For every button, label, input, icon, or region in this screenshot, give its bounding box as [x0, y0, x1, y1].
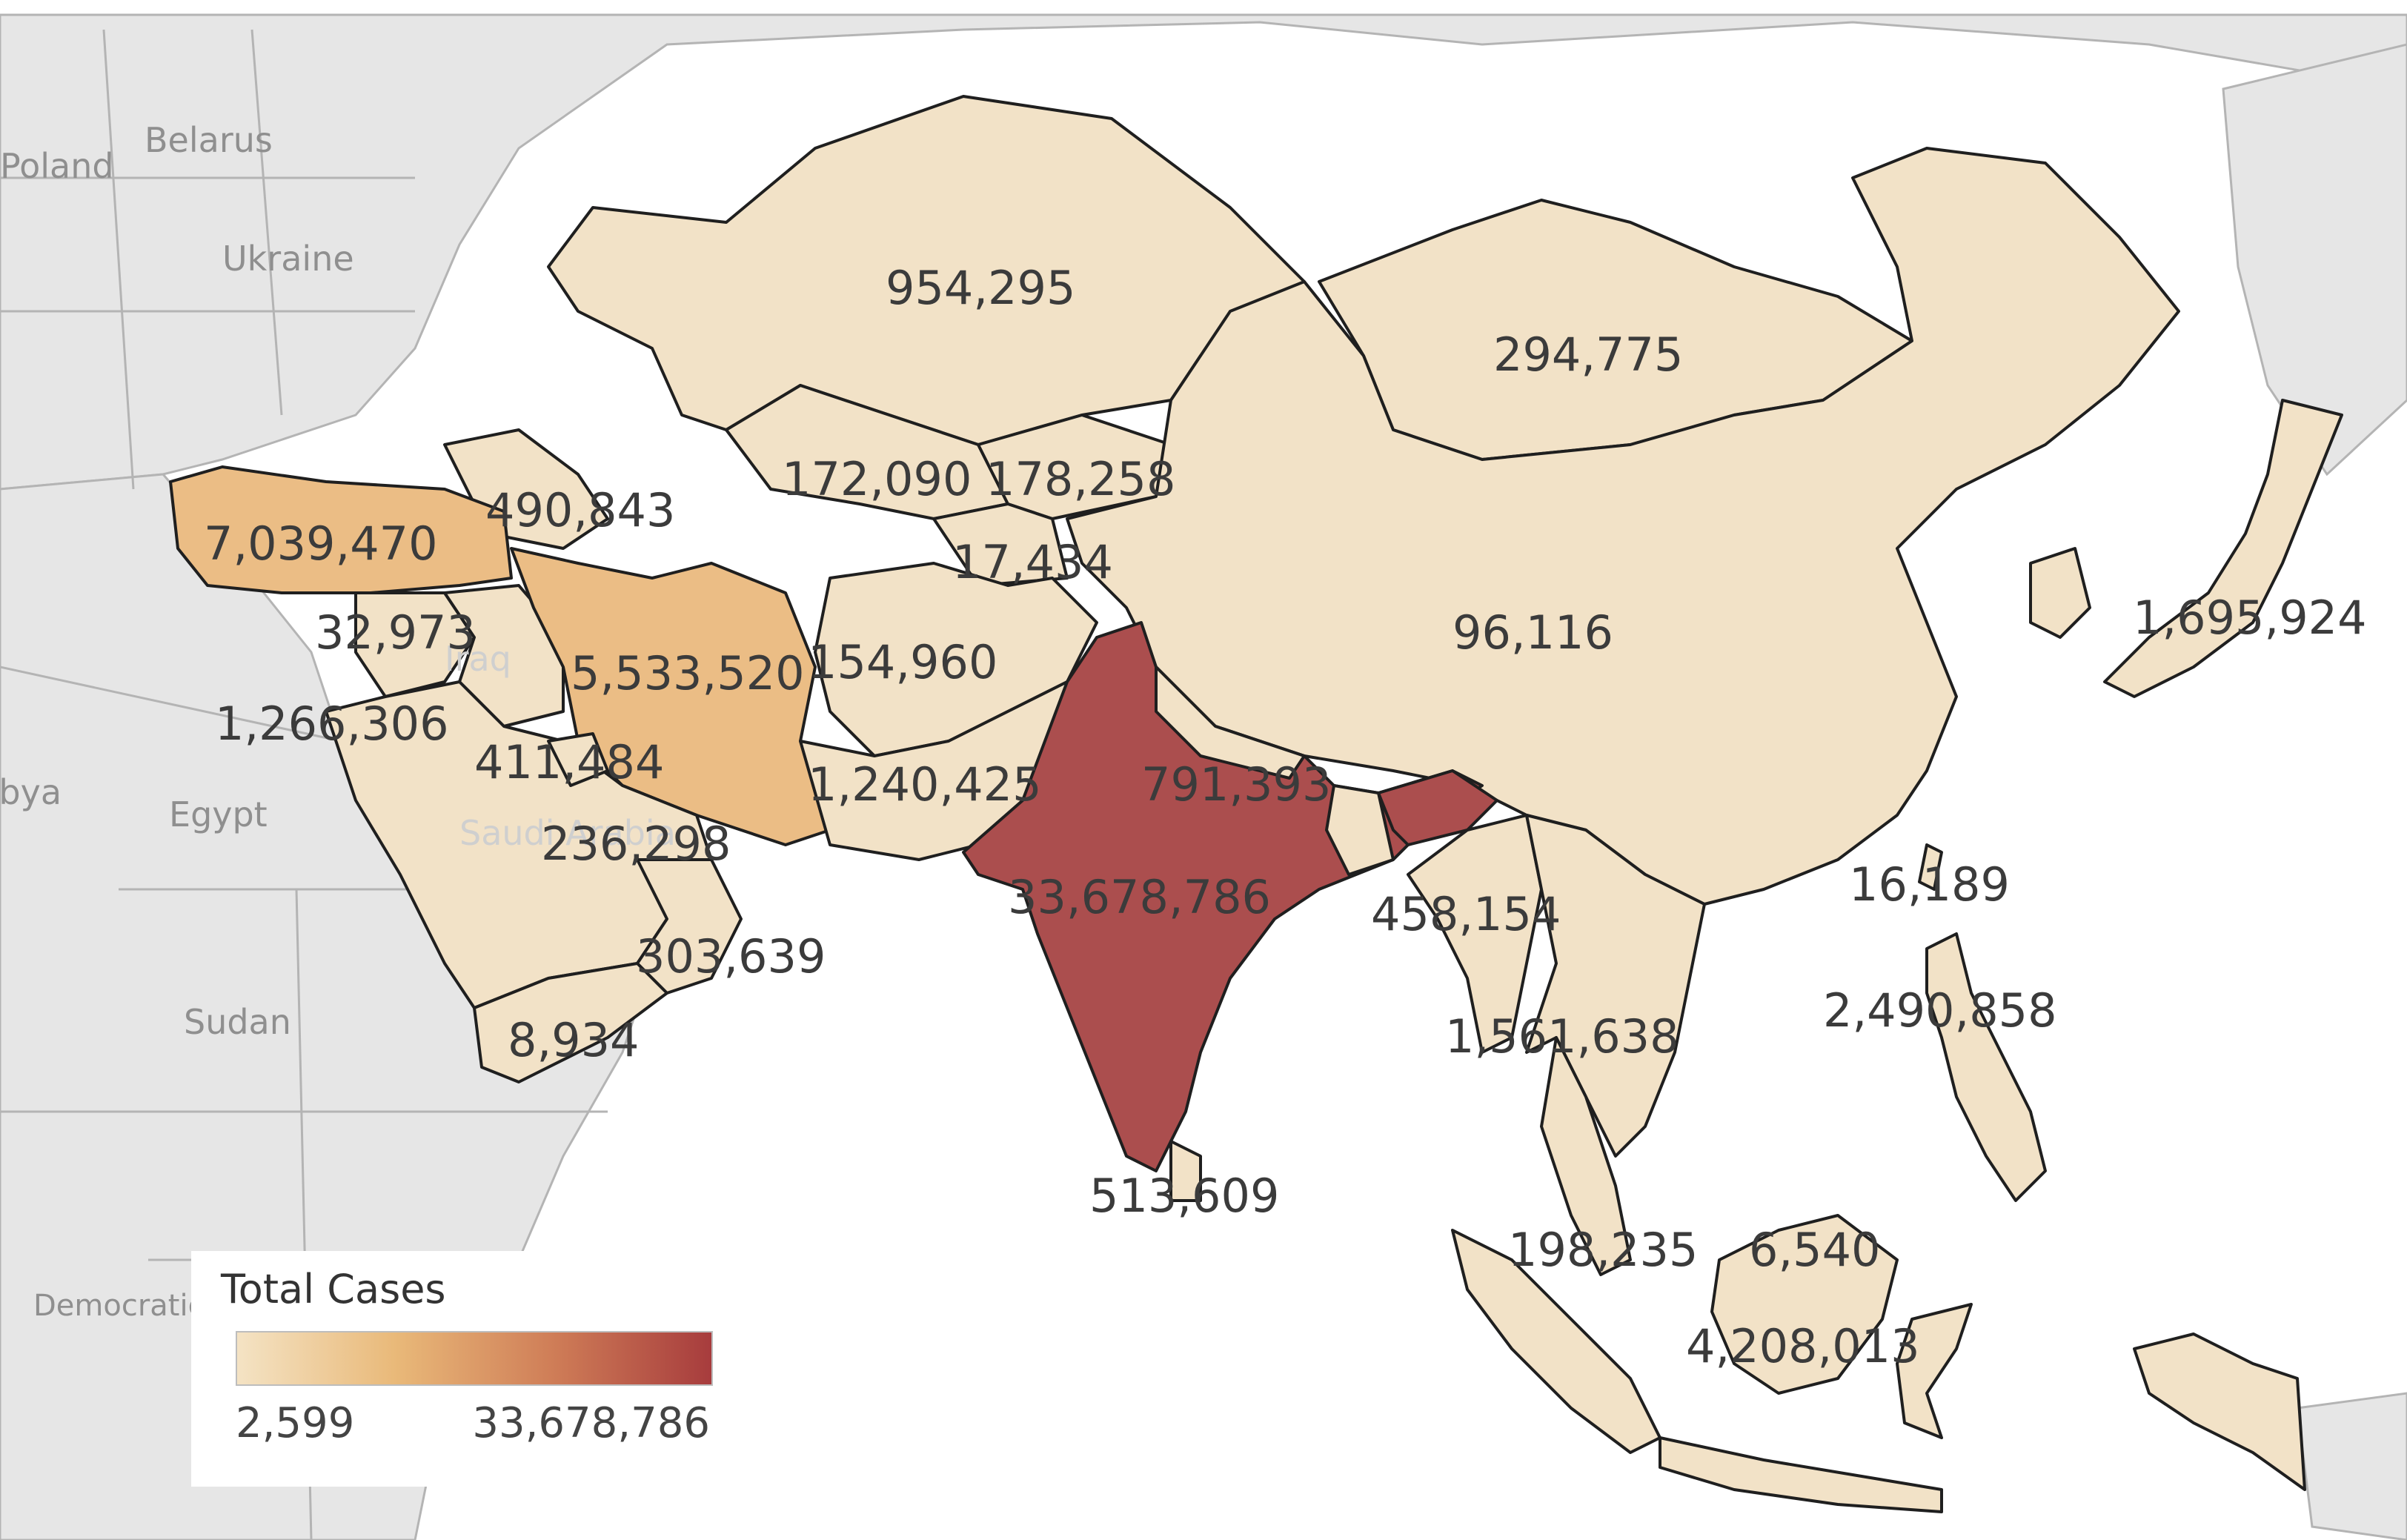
- basemap-europe: [0, 13, 2407, 491]
- value-label: 7,039,470: [204, 517, 438, 571]
- value-label: 32,973: [315, 605, 476, 660]
- basemap-label-belarus: Belarus: [145, 120, 273, 160]
- value-label: 954,295: [886, 261, 1075, 315]
- basemap-label-poland: Poland: [0, 146, 114, 186]
- country-sumatra[interactable]: [1451, 1229, 1661, 1454]
- value-label: 1,240,425: [808, 757, 1042, 812]
- basemap-label-sudan: Sudan: [184, 1002, 291, 1042]
- country-yemen[interactable]: [473, 962, 668, 1083]
- legend-max-label: 33,678,786: [472, 1399, 710, 1447]
- country-papua[interactable]: [2133, 1332, 2306, 1491]
- value-labels: 954,295 294,775 172,090 178,258 17,434 4…: [204, 261, 2367, 1373]
- value-label: 4,208,013: [1686, 1319, 1920, 1373]
- value-label: 6,540: [1749, 1223, 1881, 1277]
- basemap-label-iraq: Iraq: [445, 639, 511, 679]
- value-label: 490,843: [485, 483, 675, 537]
- basemap-russia-east: [2222, 43, 2407, 477]
- value-label: 513,609: [1089, 1169, 1279, 1223]
- country-oman[interactable]: [636, 858, 743, 995]
- country-sulawesi[interactable]: [1896, 1303, 1973, 1439]
- color-legend: Total Cases 2,599 33,678,786: [191, 1251, 740, 1487]
- country-malaysia-peninsula[interactable]: [1540, 1036, 1632, 1276]
- country-korea[interactable]: [2029, 547, 2091, 639]
- value-label: 2,490,858: [1823, 983, 2057, 1038]
- country-turkey[interactable]: [169, 465, 513, 594]
- value-label: 33,678,786: [1008, 870, 1271, 924]
- country-sri-lanka[interactable]: [1169, 1140, 1202, 1202]
- legend-min-label: 2,599: [236, 1399, 355, 1447]
- country-nepal[interactable]: [1155, 666, 1306, 780]
- value-label: 411,484: [474, 735, 664, 789]
- country-bangladesh[interactable]: [1325, 784, 1395, 876]
- country-kuwait-gulf[interactable]: [547, 732, 609, 787]
- legend-gradient-bar: [236, 1331, 713, 1386]
- country-borneo[interactable]: [1710, 1214, 1899, 1395]
- country-iraq[interactable]: [443, 584, 565, 728]
- value-label: 236,298: [541, 817, 731, 871]
- value-label: 178,258: [986, 452, 1175, 506]
- basemap-label-saudi-arabia: Saudi Arabia: [459, 813, 676, 853]
- value-label: 8,934: [508, 1013, 640, 1067]
- country-japan[interactable]: [2103, 399, 2343, 698]
- value-label: 1,561,638: [1445, 1009, 1679, 1063]
- country-shapes: [169, 95, 2343, 1513]
- basemap-label-egypt: Egypt: [169, 794, 268, 834]
- basemap-new-guinea: [2296, 1392, 2407, 1540]
- legend-title: Total Cases: [221, 1266, 446, 1312]
- value-label: 458,154: [1371, 887, 1561, 941]
- value-label: 791,393: [1141, 757, 1331, 812]
- basemap-label-libya: Libya: [0, 772, 62, 812]
- value-label: 1,695,924: [2133, 591, 2367, 645]
- country-philippines[interactable]: [1925, 932, 2047, 1202]
- country-taiwan[interactable]: [1918, 843, 1943, 891]
- value-label: 1,266,306: [215, 697, 449, 751]
- value-label: 198,235: [1508, 1223, 1698, 1277]
- value-label: 172,090: [782, 452, 972, 506]
- value-label: 96,116: [1452, 605, 1613, 660]
- country-thailand-indochina[interactable]: [1525, 814, 1706, 1158]
- country-java[interactable]: [1659, 1436, 1943, 1513]
- value-label: 303,639: [636, 929, 826, 983]
- value-label: 154,960: [808, 635, 997, 689]
- value-label: 17,434: [952, 535, 1113, 589]
- value-label: 16,189: [1849, 857, 2010, 912]
- value-label: 5,533,520: [571, 646, 805, 700]
- basemap-label-ukraine: Ukraine: [222, 239, 354, 279]
- value-label: 294,775: [1493, 328, 1683, 382]
